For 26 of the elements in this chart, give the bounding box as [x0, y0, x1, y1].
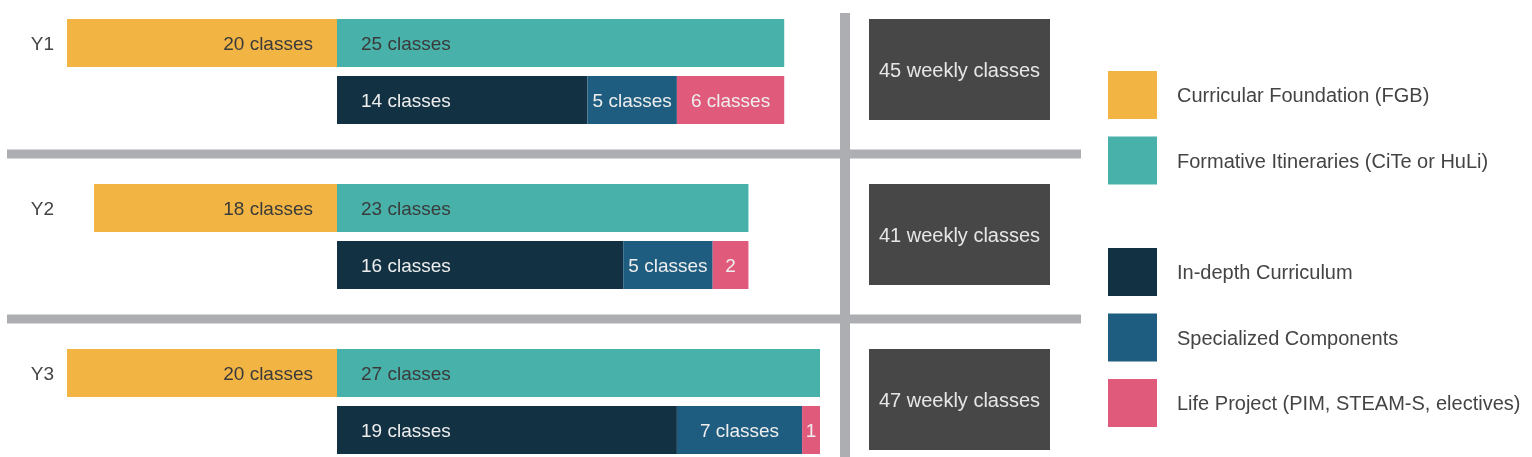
- data-label: 20 classes: [223, 32, 313, 54]
- text: 45 weekly classes: [878, 58, 1041, 81]
- legend-label: In-depth Curriculum: [1177, 261, 1353, 283]
- data-label: 27 classes: [361, 362, 451, 384]
- data-label: 6 classes: [690, 89, 771, 111]
- text: 41 weekly classes: [878, 223, 1041, 246]
- data-label: 16 classes: [361, 254, 451, 276]
- y-tick-label: Y1: [30, 32, 54, 54]
- data-label: 20 classes: [223, 362, 313, 384]
- data-label: 25 classes: [361, 32, 451, 54]
- data-label: 14 classes: [361, 89, 451, 111]
- data-label: 5 classes: [628, 254, 708, 276]
- text: 47 weekly classes: [878, 388, 1041, 411]
- legend-label: Specialized Components: [1177, 326, 1399, 349]
- legend-label: Life Project (PIM, STEAM-S, electives): [1177, 392, 1521, 414]
- data-label: 1: [805, 419, 817, 441]
- data-label: 7 classes: [699, 419, 780, 441]
- data-label: 2: [725, 254, 736, 276]
- data-label: 23 classes: [361, 197, 451, 219]
- legend-label: Curricular Foundation (FGB): [1177, 84, 1430, 106]
- data-label: 19 classes: [361, 419, 451, 441]
- legend-label: Formative Itineraries (CiTe or HuLi): [1177, 149, 1489, 172]
- data-label: 5 classes: [592, 89, 672, 111]
- data-label: 18 classes: [223, 197, 313, 219]
- y-tick-label: Y3: [30, 362, 54, 384]
- y-tick-label: Y2: [30, 197, 54, 219]
